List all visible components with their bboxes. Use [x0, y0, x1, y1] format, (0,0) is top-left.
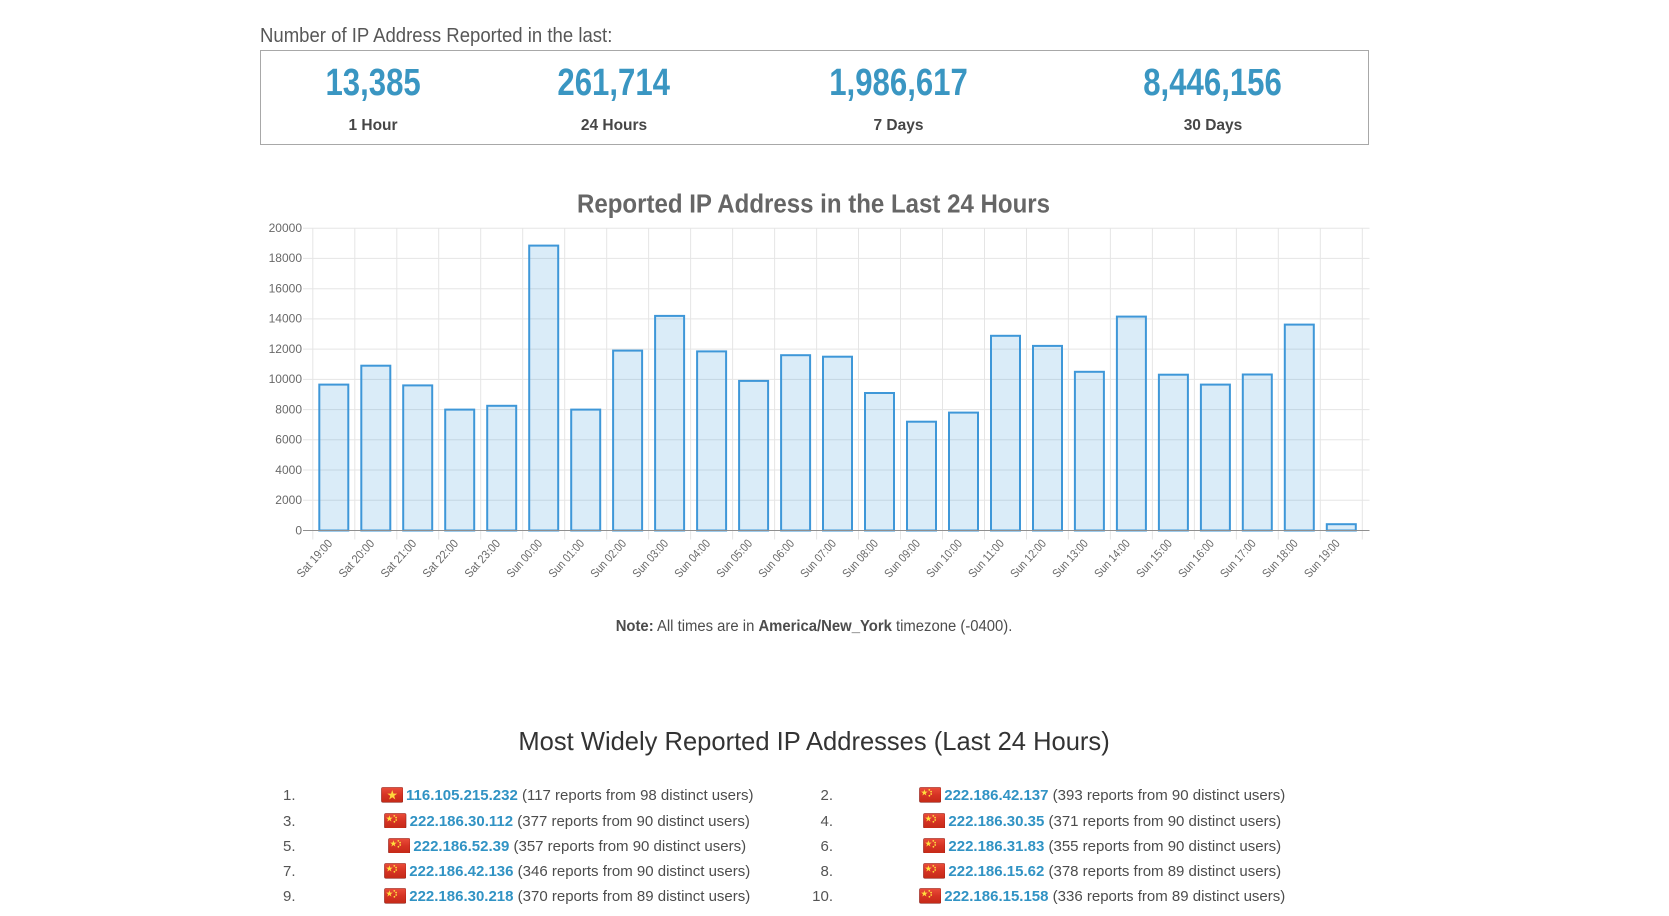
svg-text:Sun 08:00: Sun 08:00 [839, 536, 881, 580]
svg-text:Sat 21:00: Sat 21:00 [378, 536, 420, 580]
svg-text:18000: 18000 [269, 251, 303, 265]
svg-text:Sun 12:00: Sun 12:00 [1007, 536, 1049, 580]
svg-text:Sun 19:00: Sun 19:00 [1301, 536, 1343, 580]
svg-text:Sun 18:00: Sun 18:00 [1259, 536, 1301, 580]
svg-text:Sun 15:00: Sun 15:00 [1133, 536, 1175, 580]
svg-text:Sun 07:00: Sun 07:00 [797, 536, 839, 580]
svg-text:Sun 00:00: Sun 00:00 [504, 536, 546, 580]
svg-text:Sun 03:00: Sun 03:00 [630, 536, 672, 580]
svg-text:4000: 4000 [275, 463, 302, 477]
svg-text:16000: 16000 [269, 282, 303, 296]
svg-text:8000: 8000 [275, 402, 302, 416]
svg-text:2000: 2000 [275, 493, 302, 507]
svg-text:6000: 6000 [275, 433, 302, 447]
svg-text:Sun 05:00: Sun 05:00 [714, 536, 756, 580]
svg-text:Sun 09:00: Sun 09:00 [881, 536, 923, 580]
svg-text:Sat 19:00: Sat 19:00 [294, 536, 336, 580]
svg-text:Sun 16:00: Sun 16:00 [1175, 536, 1217, 580]
svg-text:Sat 20:00: Sat 20:00 [336, 536, 378, 580]
svg-text:Sun 01:00: Sun 01:00 [546, 536, 588, 580]
svg-text:Sun 17:00: Sun 17:00 [1217, 536, 1259, 580]
svg-text:Sun 10:00: Sun 10:00 [923, 536, 965, 580]
svg-text:Sun 02:00: Sun 02:00 [588, 536, 630, 580]
svg-text:Sun 04:00: Sun 04:00 [672, 536, 714, 580]
svg-text:10000: 10000 [269, 372, 303, 386]
svg-text:14000: 14000 [269, 312, 303, 326]
svg-text:Sun 06:00: Sun 06:00 [756, 536, 798, 580]
svg-text:Reported IP Address in the Las: Reported IP Address in the Last 24 Hours [577, 191, 1050, 219]
svg-text:Sun 11:00: Sun 11:00 [965, 536, 1007, 580]
svg-text:Sun 13:00: Sun 13:00 [1049, 536, 1091, 580]
svg-text:0: 0 [295, 523, 302, 537]
svg-text:20000: 20000 [269, 221, 303, 235]
svg-text:Sat 23:00: Sat 23:00 [462, 536, 504, 580]
svg-text:Sun 14:00: Sun 14:00 [1091, 536, 1133, 580]
svg-text:Sat 22:00: Sat 22:00 [420, 536, 462, 580]
svg-text:12000: 12000 [269, 342, 303, 356]
